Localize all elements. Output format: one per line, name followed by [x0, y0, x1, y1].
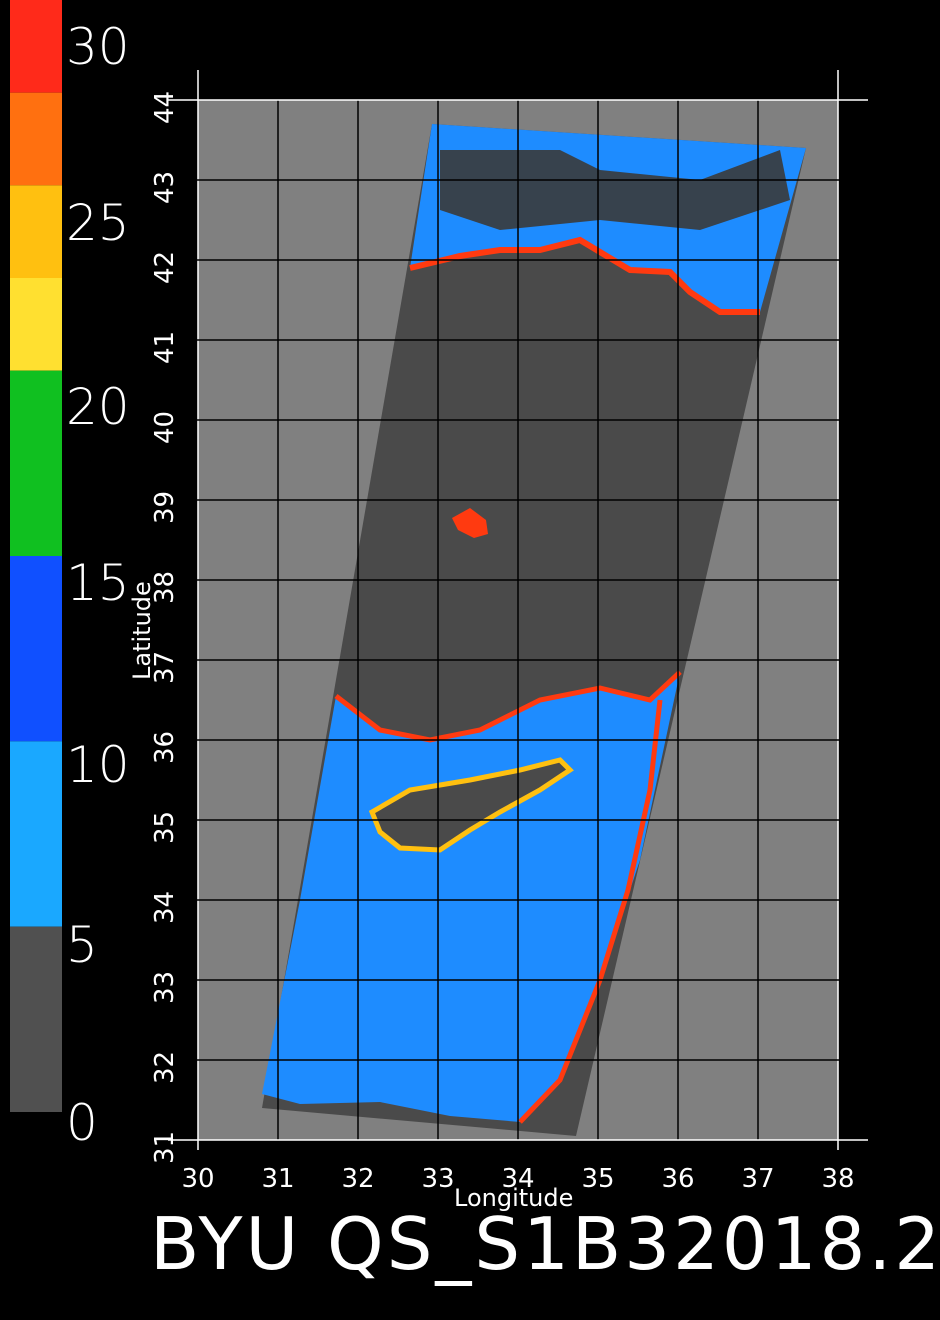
colorbar: [10, 0, 62, 1112]
lon-tick-36: 36: [661, 1164, 695, 1194]
colorbar-segment-6: [10, 741, 62, 927]
sea-north-land: [440, 150, 790, 230]
map-gridlines: [168, 70, 868, 1150]
sea-south: [262, 672, 680, 1122]
sea-east-coast: [518, 699, 663, 1124]
lat-tick-40: 40: [150, 410, 180, 444]
lat-tick-34: 34: [150, 890, 180, 924]
lon-tick-33: 33: [421, 1164, 455, 1194]
longitude-axis-label: Longitude: [454, 1184, 574, 1212]
colorbar-tick-30: 30: [66, 18, 130, 76]
colorbar-segment-5: [10, 556, 62, 742]
lat-tick-36: 36: [150, 730, 180, 764]
colorbar-tick-15: 15: [66, 554, 130, 612]
latitude-axis-label: Latitude: [128, 581, 156, 680]
colorbar-segment-2: [10, 185, 62, 278]
colorbar-tick-5: 5: [66, 916, 98, 974]
colorbar-tick-10: 10: [66, 736, 130, 794]
colorbar-segment-4: [10, 370, 62, 556]
colorbar-segment-7: [10, 926, 62, 1112]
sea-north-coast: [409, 236, 760, 315]
colorbar-tick-20: 20: [66, 378, 130, 436]
lat-tick-39: 39: [150, 490, 180, 524]
lake-hotspot: [452, 508, 488, 538]
colorbar-segment-3: [10, 278, 62, 371]
lon-tick-37: 37: [741, 1164, 775, 1194]
lat-tick-33: 33: [150, 970, 180, 1004]
lat-tick-32: 32: [150, 1050, 180, 1084]
lat-tick-35: 35: [150, 810, 180, 844]
lon-tick-34: 34: [501, 1164, 535, 1194]
colorbar-segment-1: [10, 92, 62, 186]
lon-tick-30: 30: [181, 1164, 215, 1194]
colorbar-segment-0: [10, 0, 62, 93]
colorbar-tick-25: 25: [66, 194, 130, 252]
product-title: BYU QS_S1B32018.2: [150, 1202, 940, 1286]
lon-tick-31: 31: [261, 1164, 295, 1194]
lat-tick-41: 41: [150, 330, 180, 364]
lat-tick-42: 42: [150, 250, 180, 284]
lat-tick-43: 43: [150, 170, 180, 204]
lat-tick-31: 31: [150, 1130, 180, 1164]
sea-south-coast: [334, 670, 682, 743]
lon-tick-35: 35: [581, 1164, 615, 1194]
lat-tick-44: 44: [150, 90, 180, 124]
lon-tick-38: 38: [821, 1164, 855, 1194]
colorbar-tick-0: 0: [66, 1094, 98, 1152]
lon-tick-32: 32: [341, 1164, 375, 1194]
cyprus-island: [368, 757, 574, 853]
